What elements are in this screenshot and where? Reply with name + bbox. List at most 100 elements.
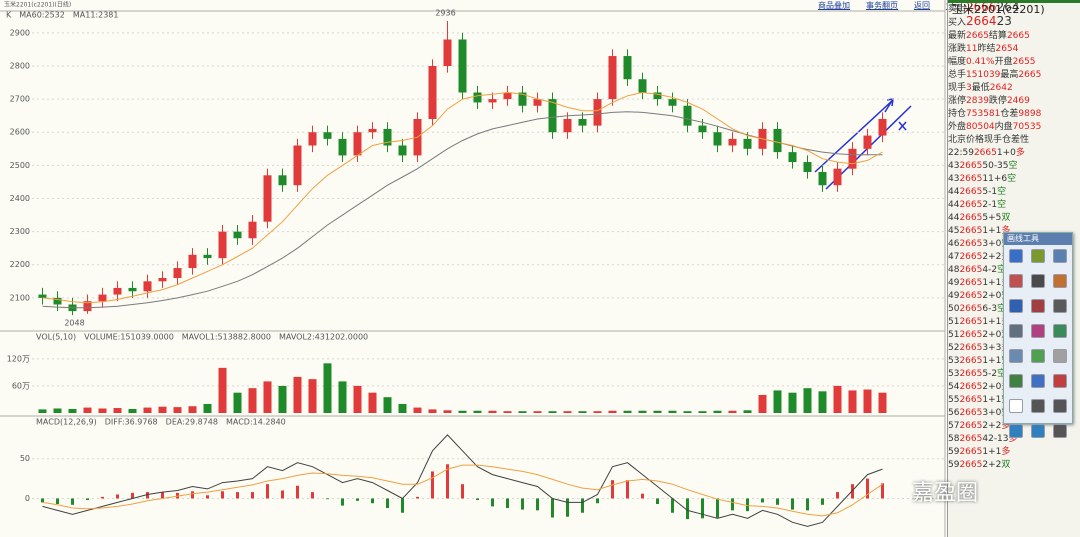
candle-body [683,105,692,126]
candle-body [323,132,332,139]
trade-cell: 空 [997,187,1007,197]
stat-cell: 753581 [966,109,1001,119]
trades-header-cell: 价格 [966,135,985,145]
trade-cell: 11 [982,174,994,184]
trade-cell: 2665 [959,239,983,249]
stat-cell: 开盘 [994,57,1013,67]
tool-icon[interactable] [1009,299,1023,313]
tool-icon[interactable] [1009,274,1023,288]
trade-cell: 51 [948,317,960,327]
stat-cell: 2654 [995,44,1019,54]
tool-icon[interactable] [1053,424,1067,438]
candle-body [548,99,557,133]
trade-cell: +1 [988,356,1002,366]
volume-bar [773,390,782,413]
legend-text: MAVOL2:431202.0000 [279,333,368,342]
tool-icon[interactable] [1009,374,1023,388]
volume-bar [428,409,437,413]
volume-bar [323,363,332,413]
trade-cell: +0 [1002,148,1016,158]
tool-icon[interactable] [1053,374,1067,388]
candle-body [233,231,242,239]
trade-cell: 2 [982,382,989,392]
tool-icon[interactable] [1009,324,1023,338]
trades-header: 北京价格现手仓差性 [948,132,1080,145]
trade-cell: 2665 [959,395,983,405]
trade-cell: 2665 [959,434,983,444]
trade-cell: 多 [1001,226,1011,236]
tool-icon[interactable] [1031,374,1045,388]
trade-cell: 43 [948,161,960,171]
trade-cell: 51 [948,330,960,340]
trade-cell: +6 [993,174,1008,184]
tool-icon[interactable] [1031,349,1045,363]
candle-body [578,118,587,126]
y-tick-label: 2600 [10,128,30,137]
trade-cell: 2 [982,200,989,210]
tool-icon[interactable] [1053,399,1067,413]
candle-body [278,175,287,186]
tool-icon[interactable] [1053,299,1067,313]
top-link[interactable]: 事务翻页 [866,1,898,10]
volume-bar [578,411,587,413]
candle-body [503,92,512,100]
volume-bar [368,392,377,413]
volume-bar [653,410,662,413]
candle-body [518,92,527,106]
volume-bar [863,389,872,413]
volume-bar [548,411,557,413]
tool-icon[interactable] [1053,249,1067,263]
trade-cell: 43 [948,174,960,184]
tool-icon[interactable] [1009,249,1023,263]
tool-icon[interactable] [1053,324,1067,338]
candle-body [188,254,197,269]
tool-icon[interactable] [1031,249,1045,263]
quote-title: 玉米2201(c2201) [948,0,1080,16]
stat-row: 外盘80504内盘70535 [948,119,1080,132]
trade-cell: 空 [997,200,1007,210]
candle-body [113,287,122,295]
candle-body [623,56,632,80]
volume-bar [638,410,647,413]
tool-icon[interactable] [1009,424,1023,438]
candle-body [173,268,182,278]
series-line [42,434,883,527]
tool-icon[interactable] [1053,274,1067,288]
candle-body [608,56,617,100]
tool-icon[interactable] [1009,349,1023,363]
trade-cell: 50 [948,304,960,314]
y-tick-label: 2800 [10,61,30,70]
tool-icon[interactable] [1009,399,1023,413]
tool-icon[interactable] [1053,349,1067,363]
tool-icon[interactable] [1031,324,1045,338]
y-tick-label: 2700 [10,95,30,104]
trade-cell: 空 [1008,161,1018,171]
y-tick-label: 2300 [10,227,30,236]
trade-row: 5926651+1多 [948,444,1080,457]
volume-bar [188,406,197,413]
trade-cell: 5 [982,187,989,197]
stat-cell: 11 [966,44,978,54]
stat-cell: 昨结 [977,44,996,54]
tool-icon[interactable] [1031,424,1045,438]
trade-cell: 50 [982,161,994,171]
tool-icon[interactable] [1031,274,1045,288]
candle-body [368,128,377,133]
candle-body [638,79,647,93]
stat-cell: 现手 [948,83,967,93]
top-link[interactable]: 商品叠加 [818,1,850,10]
trade-cell: 2665 [959,317,983,327]
volume-bar [218,367,227,413]
trade-cell: 多 [1015,148,1025,158]
trade-row: 5926652+2双 [948,457,1080,470]
top-link[interactable]: 返回 [914,1,930,10]
tool-icon[interactable] [1031,299,1045,313]
candle-body [713,132,722,146]
legend-text: VOL(5,10) [36,333,76,342]
trade-cell: 44 [948,200,960,210]
candle-body [593,99,602,126]
volume-bar [698,411,707,413]
trade-cell: 1 [982,395,989,405]
candle-body [83,301,92,312]
tool-icon[interactable] [1031,399,1045,413]
